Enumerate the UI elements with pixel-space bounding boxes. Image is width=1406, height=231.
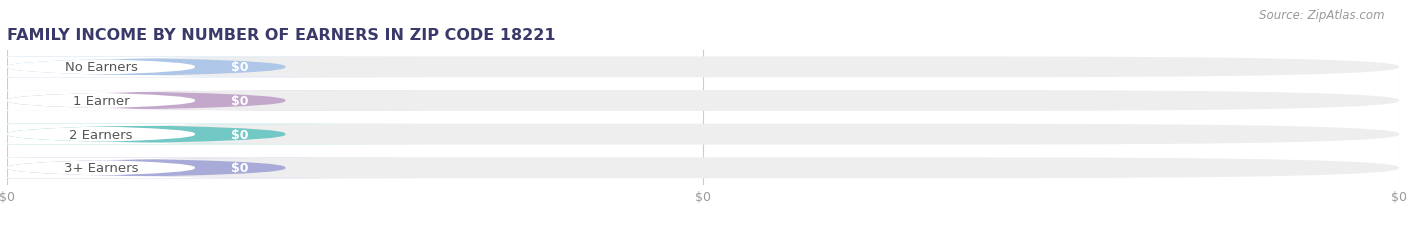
Text: FAMILY INCOME BY NUMBER OF EARNERS IN ZIP CODE 18221: FAMILY INCOME BY NUMBER OF EARNERS IN ZI… bbox=[7, 28, 555, 43]
Text: 3+ Earners: 3+ Earners bbox=[63, 161, 138, 175]
FancyBboxPatch shape bbox=[0, 158, 422, 178]
Text: Source: ZipAtlas.com: Source: ZipAtlas.com bbox=[1260, 9, 1385, 22]
FancyBboxPatch shape bbox=[0, 91, 422, 111]
Text: $0: $0 bbox=[232, 61, 249, 74]
FancyBboxPatch shape bbox=[0, 57, 422, 78]
FancyBboxPatch shape bbox=[0, 91, 422, 111]
Text: $0: $0 bbox=[232, 161, 249, 175]
Text: 2 Earners: 2 Earners bbox=[69, 128, 132, 141]
FancyBboxPatch shape bbox=[0, 124, 422, 145]
FancyBboxPatch shape bbox=[7, 57, 1399, 78]
FancyBboxPatch shape bbox=[7, 158, 1399, 178]
Text: No Earners: No Earners bbox=[65, 61, 138, 74]
FancyBboxPatch shape bbox=[0, 124, 422, 145]
Text: $0: $0 bbox=[232, 94, 249, 108]
FancyBboxPatch shape bbox=[0, 158, 422, 178]
Text: 1 Earner: 1 Earner bbox=[73, 94, 129, 108]
FancyBboxPatch shape bbox=[0, 57, 422, 78]
FancyBboxPatch shape bbox=[7, 124, 1399, 145]
Text: $0: $0 bbox=[232, 128, 249, 141]
FancyBboxPatch shape bbox=[7, 91, 1399, 111]
